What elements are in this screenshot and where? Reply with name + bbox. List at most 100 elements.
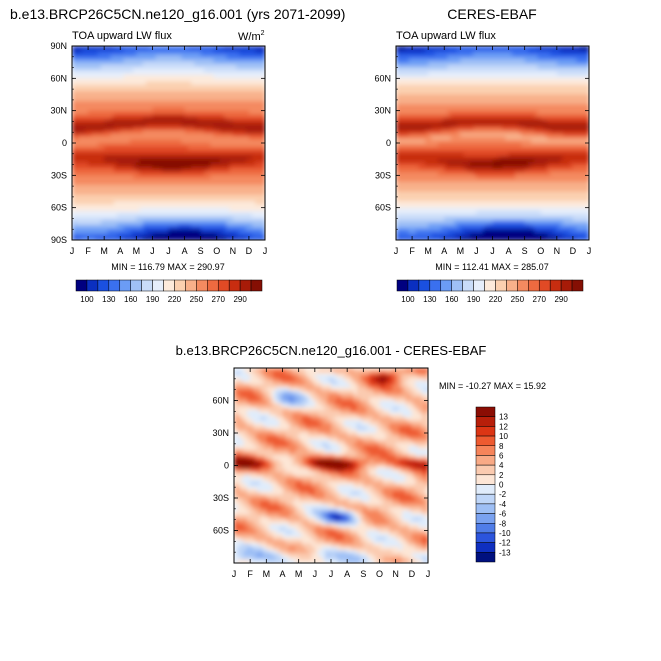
panel-b-x-tick-label: J [490, 246, 495, 256]
panel-b-x-tick-label: M [457, 246, 465, 256]
panel-a-x-tick-label: S [198, 246, 204, 256]
panel-b-colorbar-swatch [484, 279, 496, 292]
panel-b-colorbar-swatch [506, 279, 518, 292]
panel-b-x-tick-label: J [587, 246, 592, 256]
panel-c-y-tick-label: 30S [213, 493, 229, 503]
panel-c-x-tick-label: J [426, 569, 431, 579]
panel-c-colorbar-label: 4 [499, 461, 504, 470]
panel-a-colorbar-swatch [196, 279, 208, 292]
panel-a-colorbar-label: 130 [102, 295, 116, 304]
panel-c-y-tick-label: 30N [212, 428, 229, 438]
panel-a-x-tick-label: D [246, 246, 253, 256]
panel-c-colorbar-swatch [475, 542, 496, 553]
panel-c-colorbar-label: 0 [499, 481, 504, 490]
panel-a-x-tick-label: A [117, 246, 123, 256]
panel-a-x-tick-label: F [85, 246, 91, 256]
panel-c-colorbar-swatch [475, 552, 496, 563]
panel-a-colorbar-swatch [130, 279, 142, 292]
panel-a-colorbar-swatch [108, 279, 121, 292]
panel-a-colorbar-swatch [163, 279, 175, 292]
panel-b-y-tick-label: 30S [375, 170, 391, 180]
panel-b-subtitle: TOA upward LW flux [396, 30, 496, 42]
panel-c-x-tick-label: J [313, 569, 318, 579]
panel-c-colorbar-label: -2 [499, 490, 507, 499]
panel-b-colorbar-swatch [462, 279, 474, 292]
panel-c-y-tick-label: 0 [224, 461, 229, 471]
panel-a-colorbar-swatch [217, 279, 230, 292]
panel-a-x-tick-label: M [133, 246, 141, 256]
panel-c-colorbar-label: -4 [499, 500, 507, 509]
panel-a-colorbar-label: 100 [80, 295, 94, 304]
panel-b-colorbar-swatch [517, 279, 529, 292]
panel-b-y-tick-label: 0 [386, 138, 391, 148]
panel-c-colorbar-swatch [475, 416, 496, 427]
panel-c-x-tick-label: M [295, 569, 303, 579]
panel-c-stats: MIN = -10.27 MAX = 15.92 [439, 381, 546, 391]
panel-b-colorbar-label: 130 [423, 295, 437, 304]
panel-b-colorbar-swatch [451, 279, 463, 292]
panel-b-colorbar-swatch [538, 279, 551, 292]
panel-b-colorbar-swatch [549, 279, 562, 292]
panel-a-y-tick-label: 90S [51, 235, 67, 245]
panel-c-colorbar-label: 2 [499, 471, 504, 480]
panel-b-colorbar-swatch [440, 279, 452, 292]
panel-c-colorbar-label: 8 [499, 442, 504, 451]
panel-b-colorbar-swatch [560, 279, 573, 292]
panel-c-x-tick-label: J [232, 569, 237, 579]
panel-c-colorbar-label: -6 [499, 510, 507, 519]
panel-c-x-tick-label: F [247, 569, 253, 579]
panel-c-x-tick-label: D [409, 569, 416, 579]
panel-a-colorbar-label: 290 [233, 295, 247, 304]
panel-a-x-tick-label: J [166, 246, 171, 256]
panel-c-colorbar-swatch [475, 464, 496, 476]
panel-c-colorbar-swatch [475, 426, 496, 437]
panel-c-colorbar-label: 12 [499, 422, 508, 431]
panel-b-colorbar-label: 290 [554, 295, 568, 304]
panel-c-y-tick-label: 60N [212, 396, 229, 406]
panel-a-colorbar-swatch [207, 279, 219, 292]
panel-c-x-tick-label: O [376, 569, 383, 579]
panel-b-x-tick-label: A [506, 246, 512, 256]
panel-b-colorbar-swatch [407, 279, 420, 292]
panel-a-y-tick-label: 30S [51, 170, 67, 180]
panel-c-colorbar-swatch [475, 513, 496, 524]
panel-b-colorbar-swatch [571, 279, 584, 292]
panel-b-y-tick-label: 30N [374, 106, 391, 116]
panel-c-title: b.e13.BRCP26C5CN.ne120_g16.001 - CERES-E… [176, 343, 487, 358]
panel-b-x-tick-label: D [570, 246, 577, 256]
panel-c-colorbar-swatch [475, 484, 496, 495]
panel-a-y-tick-label: 30N [50, 106, 67, 116]
panel-c-colorbar-swatch [475, 445, 496, 456]
panel-a-units: W/m2 [238, 30, 265, 43]
panel-c-x-tick-label: S [360, 569, 366, 579]
panel-b-x-tick-label: J [394, 246, 399, 256]
panel-a-colorbar-swatch [119, 279, 131, 292]
panel-a-subtitle: TOA upward LW flux [72, 30, 172, 42]
panel-a-x-tick-label: J [263, 246, 268, 256]
panel-b-stats: MIN = 112.41 MAX = 285.07 [435, 262, 548, 272]
panel-a-x-tick-label: A [182, 246, 188, 256]
panel-b-colorbar-swatch [418, 279, 431, 292]
panel-c-x-tick-label: N [392, 569, 399, 579]
panel-b-colorbar-label: 270 [533, 295, 547, 304]
panel-c-y-tick-label: 60S [213, 526, 229, 536]
panel-a-colorbar: 100 130 160 190 220 250 270 290 [75, 279, 263, 304]
panel-b-colorbar-swatch [495, 279, 507, 292]
panel-b-colorbar-swatch [528, 279, 540, 292]
panel-b-x-tick-label: M [424, 246, 432, 256]
panel-c-colorbar-label: -12 [499, 539, 511, 548]
panel-a-colorbar-label: 160 [124, 295, 138, 304]
panel-a-colorbar-label: 270 [212, 295, 226, 304]
panel-a-y-tick-label: 60N [50, 73, 67, 83]
panel-a-colorbar-swatch [97, 279, 110, 292]
panel-c-heatmap [234, 368, 428, 563]
panel-b-y-tick-label: 60S [375, 203, 391, 213]
panel-a-y-tick-label: 60S [51, 203, 67, 213]
panel-a-x-tick-label: O [213, 246, 220, 256]
panel-a-colorbar-swatch [185, 279, 197, 292]
panel-c-colorbar-swatch [475, 455, 496, 466]
